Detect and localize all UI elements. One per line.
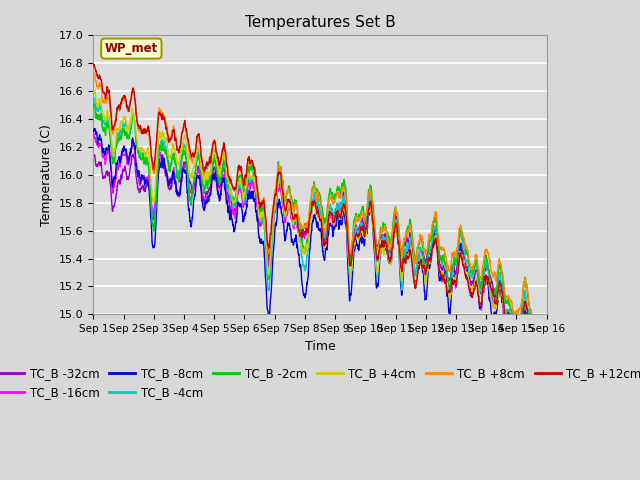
TC_B -32cm — [310, 194, 318, 200]
TC_B +8cm — [113, 109, 120, 115]
TC_B -16cm — [90, 128, 97, 134]
TC_B -8cm — [298, 281, 306, 287]
TC_B -8cm — [447, 304, 454, 310]
Line: TC_B -2cm: TC_B -2cm — [93, 103, 547, 395]
TC_B -32cm — [113, 191, 120, 196]
TC_B -4cm — [90, 99, 97, 105]
TC_B -4cm — [530, 345, 538, 350]
TC_B -16cm — [310, 198, 318, 204]
Line: TC_B +8cm: TC_B +8cm — [93, 73, 547, 366]
TC_B -32cm — [90, 152, 97, 158]
TC_B +4cm — [90, 89, 97, 95]
Title: Temperatures Set B: Temperatures Set B — [244, 15, 396, 30]
TC_B -2cm — [543, 347, 550, 353]
TC_B +4cm — [447, 293, 454, 299]
TC_B -4cm — [535, 406, 543, 412]
TC_B -32cm — [129, 151, 137, 157]
TC_B -4cm — [543, 361, 550, 367]
TC_B +8cm — [90, 71, 98, 76]
TC_B -4cm — [530, 343, 538, 349]
TC_B -16cm — [90, 128, 97, 134]
TC_B -32cm — [535, 382, 543, 388]
TC_B +4cm — [543, 369, 550, 375]
TC_B +4cm — [530, 350, 538, 356]
Line: TC_B -4cm: TC_B -4cm — [93, 98, 547, 409]
TC_B -4cm — [298, 253, 306, 259]
TC_B -2cm — [530, 330, 538, 336]
TC_B +8cm — [90, 72, 97, 78]
TC_B -4cm — [310, 192, 318, 198]
TC_B +12cm — [530, 351, 538, 357]
TC_B +12cm — [535, 385, 543, 391]
TC_B -2cm — [537, 392, 545, 397]
TC_B -8cm — [543, 371, 550, 376]
Legend: TC_B -32cm, TC_B -16cm, TC_B -8cm, TC_B -4cm, TC_B -2cm, TC_B +4cm, TC_B +8cm, T: TC_B -32cm, TC_B -16cm, TC_B -8cm, TC_B … — [0, 362, 640, 403]
TC_B -16cm — [447, 289, 454, 295]
TC_B -8cm — [91, 126, 99, 132]
TC_B -2cm — [530, 327, 538, 333]
TC_B +8cm — [310, 181, 318, 187]
TC_B +12cm — [543, 367, 550, 373]
TC_B +12cm — [90, 61, 98, 67]
TC_B +12cm — [447, 289, 454, 295]
TC_B -32cm — [530, 347, 538, 353]
TC_B +8cm — [298, 226, 306, 231]
TC_B -2cm — [113, 142, 120, 148]
TC_B +4cm — [530, 352, 538, 358]
TC_B -2cm — [90, 103, 97, 108]
TC_B -8cm — [536, 430, 543, 435]
TC_B +8cm — [535, 363, 543, 369]
TC_B -2cm — [310, 179, 318, 185]
TC_B +8cm — [543, 339, 550, 345]
TC_B -8cm — [530, 357, 538, 363]
X-axis label: Time: Time — [305, 339, 335, 353]
TC_B +12cm — [113, 108, 120, 114]
TC_B -16cm — [530, 354, 538, 360]
TC_B -8cm — [113, 161, 120, 167]
TC_B +8cm — [447, 267, 454, 273]
Line: TC_B -16cm: TC_B -16cm — [93, 131, 547, 395]
TC_B -4cm — [447, 288, 454, 294]
Y-axis label: Temperature (C): Temperature (C) — [40, 124, 53, 226]
TC_B -2cm — [90, 100, 98, 106]
TC_B -4cm — [91, 95, 99, 101]
TC_B -8cm — [90, 128, 97, 134]
TC_B -8cm — [310, 213, 318, 219]
TC_B -2cm — [298, 235, 306, 241]
TC_B -8cm — [530, 361, 538, 367]
TC_B -16cm — [113, 168, 120, 174]
TC_B -16cm — [530, 355, 538, 361]
TC_B -2cm — [447, 290, 454, 296]
TC_B +12cm — [298, 232, 306, 238]
Text: WP_met: WP_met — [105, 42, 158, 55]
Line: TC_B -8cm: TC_B -8cm — [93, 129, 547, 432]
Line: TC_B +12cm: TC_B +12cm — [93, 64, 547, 388]
TC_B -32cm — [298, 228, 306, 234]
TC_B +12cm — [310, 199, 318, 205]
TC_B +4cm — [113, 126, 120, 132]
TC_B +8cm — [530, 327, 538, 333]
TC_B +12cm — [530, 350, 538, 356]
TC_B -32cm — [543, 360, 550, 366]
TC_B -16cm — [298, 235, 306, 240]
TC_B +12cm — [90, 63, 97, 69]
TC_B -32cm — [447, 275, 454, 280]
Line: TC_B +4cm: TC_B +4cm — [93, 91, 547, 405]
Line: TC_B -32cm: TC_B -32cm — [93, 154, 547, 385]
TC_B +4cm — [536, 402, 543, 408]
TC_B +4cm — [298, 246, 306, 252]
TC_B -4cm — [113, 137, 120, 143]
TC_B +4cm — [310, 201, 318, 206]
TC_B -16cm — [543, 372, 550, 377]
TC_B -16cm — [535, 392, 543, 397]
TC_B +4cm — [91, 88, 99, 94]
TC_B +8cm — [530, 327, 538, 333]
TC_B -32cm — [530, 344, 538, 350]
